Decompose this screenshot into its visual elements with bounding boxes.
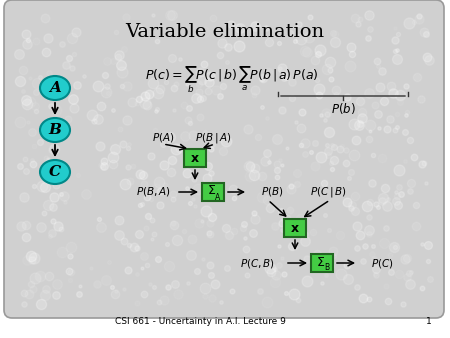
Text: x: x — [291, 221, 299, 235]
Text: $P(A)$: $P(A)$ — [152, 131, 174, 145]
Text: $P(B\,|\,A)$: $P(B\,|\,A)$ — [195, 131, 231, 145]
Text: $P(C)$: $P(C)$ — [371, 257, 394, 269]
Text: $\Sigma$: $\Sigma$ — [316, 256, 325, 268]
Text: $P(B,A)$: $P(B,A)$ — [135, 186, 171, 198]
Ellipse shape — [40, 76, 70, 100]
Text: $P(C,B)$: $P(C,B)$ — [240, 257, 275, 269]
Text: x: x — [191, 151, 199, 165]
Text: $\Sigma$: $\Sigma$ — [207, 185, 216, 197]
Text: Variable elimination: Variable elimination — [126, 23, 324, 41]
Text: A: A — [49, 81, 61, 95]
Text: $P(C\,|\,B)$: $P(C\,|\,B)$ — [310, 185, 346, 199]
Text: 1: 1 — [426, 317, 432, 327]
Text: C: C — [49, 165, 61, 179]
FancyBboxPatch shape — [284, 219, 306, 237]
Text: $P(B)$: $P(B)$ — [261, 186, 284, 198]
FancyBboxPatch shape — [4, 0, 444, 318]
FancyBboxPatch shape — [311, 254, 333, 272]
Text: B: B — [324, 264, 329, 272]
FancyBboxPatch shape — [202, 183, 224, 201]
FancyBboxPatch shape — [184, 149, 206, 167]
Text: $P(b)$: $P(b)$ — [331, 100, 356, 116]
Ellipse shape — [40, 118, 70, 142]
Text: A: A — [216, 193, 220, 201]
Text: $P(c) = \sum_b P(c\,|\,b)\,\sum_a P(b\,|\,a)\,P(a)$: $P(c) = \sum_b P(c\,|\,b)\,\sum_a P(b\,|… — [145, 65, 319, 95]
Ellipse shape — [40, 160, 70, 184]
Text: B: B — [49, 123, 62, 137]
Text: CSI 661 - Uncertainty in A.I. Lecture 9: CSI 661 - Uncertainty in A.I. Lecture 9 — [115, 317, 285, 327]
